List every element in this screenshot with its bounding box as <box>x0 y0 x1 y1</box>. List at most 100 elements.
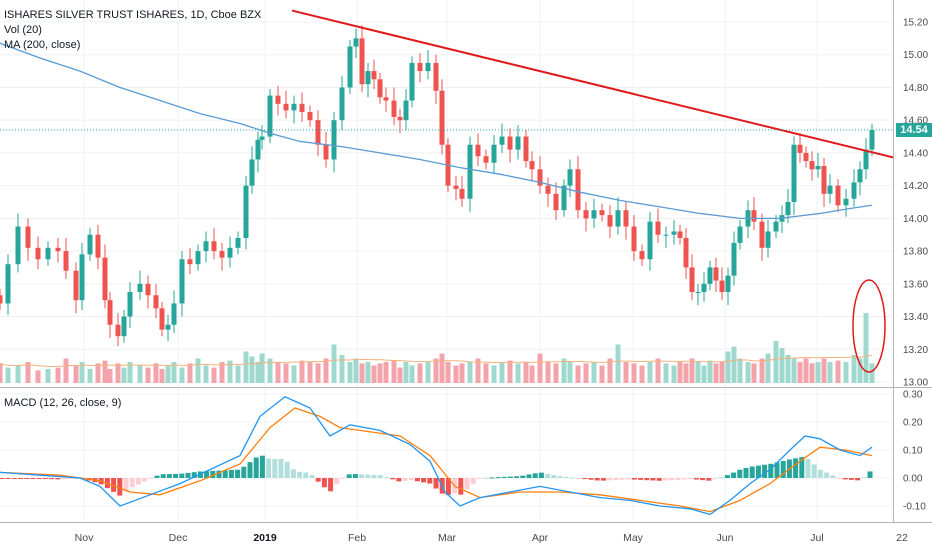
candle-body <box>15 226 21 265</box>
macd-histogram-bar <box>681 478 687 480</box>
volume-bar <box>0 363 3 383</box>
volume-bar <box>523 362 529 383</box>
volume-bar <box>671 365 677 383</box>
macd-tick-label: 0.00 <box>903 474 923 485</box>
candle-body <box>365 71 371 85</box>
volume-bar <box>425 362 431 383</box>
volume-bar <box>869 363 875 383</box>
volume-bar <box>677 362 683 383</box>
time-axis[interactable]: Nov Dec 2019 Feb Mar Apr May Jun Jul 22 <box>75 532 908 544</box>
candle-body <box>695 292 701 293</box>
macd-histogram-bar <box>36 478 42 479</box>
legend-symbol-title[interactable]: ISHARES SILVER TRUST ISHARES, 1D, Cboe B… <box>4 9 262 21</box>
volume-bar <box>255 362 261 383</box>
candle-body <box>79 254 85 301</box>
macd-histogram-bar <box>631 478 637 480</box>
candle-body <box>45 247 51 260</box>
macd-histogram-bar <box>867 471 873 478</box>
candle-body <box>353 38 359 47</box>
volume-bar <box>267 358 273 383</box>
volume-bar <box>5 367 11 383</box>
macd-line <box>0 396 873 516</box>
candle-body <box>583 210 589 219</box>
candle-body <box>339 87 345 121</box>
candle-body <box>159 308 165 330</box>
macd-histogram-bar <box>5 478 11 479</box>
macd-histogram-bar <box>272 458 278 478</box>
volume-bar <box>291 365 297 383</box>
legend-moving-average[interactable]: MA (200, close) <box>4 39 81 51</box>
volume-bar <box>791 358 797 383</box>
volume-bar <box>683 363 689 383</box>
macd-histogram-bar <box>793 458 799 478</box>
candle-body <box>87 234 93 255</box>
macd-histogram-bar <box>817 469 823 478</box>
macd-histogram-bar <box>656 478 662 481</box>
volume-bar <box>599 365 605 383</box>
volume-ma-line <box>0 355 873 368</box>
macd-histogram-bar <box>780 460 786 478</box>
candle-body <box>797 144 803 153</box>
macd-histogram-bar <box>545 473 551 478</box>
candle-body <box>383 97 389 101</box>
macd-histogram-bar <box>799 457 805 478</box>
macd-histogram-bar <box>762 464 768 478</box>
candle-body <box>623 210 629 227</box>
candle-body <box>0 295 3 304</box>
macd-histogram-bar <box>830 475 836 478</box>
macd-histogram-bar <box>166 474 172 478</box>
candle-body <box>561 185 567 211</box>
candle-body <box>689 267 695 292</box>
macd-histogram-bar <box>253 457 259 478</box>
price-tick-label: 13.20 <box>903 345 928 356</box>
volume-bar <box>165 365 171 383</box>
macd-histogram-bar <box>222 470 228 478</box>
volume-bar <box>121 367 127 383</box>
candle-body <box>249 159 255 186</box>
macd-histogram-bar <box>594 478 600 481</box>
candle-body <box>545 185 551 194</box>
price-tick-label: 15.00 <box>903 50 928 61</box>
macd-histogram-bar <box>464 478 470 490</box>
macd-histogram-bar <box>365 474 371 478</box>
volume-bar <box>785 355 791 383</box>
candle-body <box>391 100 397 117</box>
candle-body <box>773 221 779 232</box>
volume-bar <box>567 362 573 383</box>
candle-body <box>219 251 225 258</box>
macd-histogram-bar <box>210 470 216 478</box>
candle-body <box>165 324 171 330</box>
candle-body <box>507 136 513 150</box>
macd-histogram-bar <box>576 478 582 479</box>
price-axis[interactable]: 13.00 13.20 13.40 13.60 13.80 14.00 14.20 14.40… <box>903 18 928 513</box>
candle-body <box>397 116 403 121</box>
volume-bar <box>695 362 701 383</box>
trendline <box>291 9 894 159</box>
volume-bar <box>219 362 225 383</box>
macd-histogram-bar <box>352 474 358 478</box>
macd-histogram-bar <box>228 470 234 478</box>
legend-volume[interactable]: Vol (20) <box>4 24 42 36</box>
macd-histogram-bar <box>520 475 526 478</box>
candle-body <box>55 247 61 252</box>
candle-body <box>291 103 297 111</box>
volume-bar <box>843 362 849 383</box>
volume-bar <box>607 358 613 383</box>
candle-body <box>203 241 209 252</box>
resistance-trendline <box>291 9 894 159</box>
volume-bar <box>765 353 771 383</box>
candle-body <box>227 247 233 258</box>
volume-bar <box>623 362 629 383</box>
volume-bar <box>835 360 841 383</box>
legend-macd-label[interactable]: MACD (12, 26, close, 9) <box>4 397 122 409</box>
volume-bar <box>275 362 281 383</box>
macd-histogram-bar <box>402 478 408 481</box>
candle-body <box>5 264 11 304</box>
volume-bar <box>102 360 108 383</box>
volume-bar <box>583 363 589 383</box>
candle-body <box>869 130 875 150</box>
volume-bar <box>499 362 505 383</box>
macd-histogram-bar <box>675 478 681 480</box>
volume-bar <box>815 362 821 383</box>
macd-histogram-bar <box>297 471 303 478</box>
